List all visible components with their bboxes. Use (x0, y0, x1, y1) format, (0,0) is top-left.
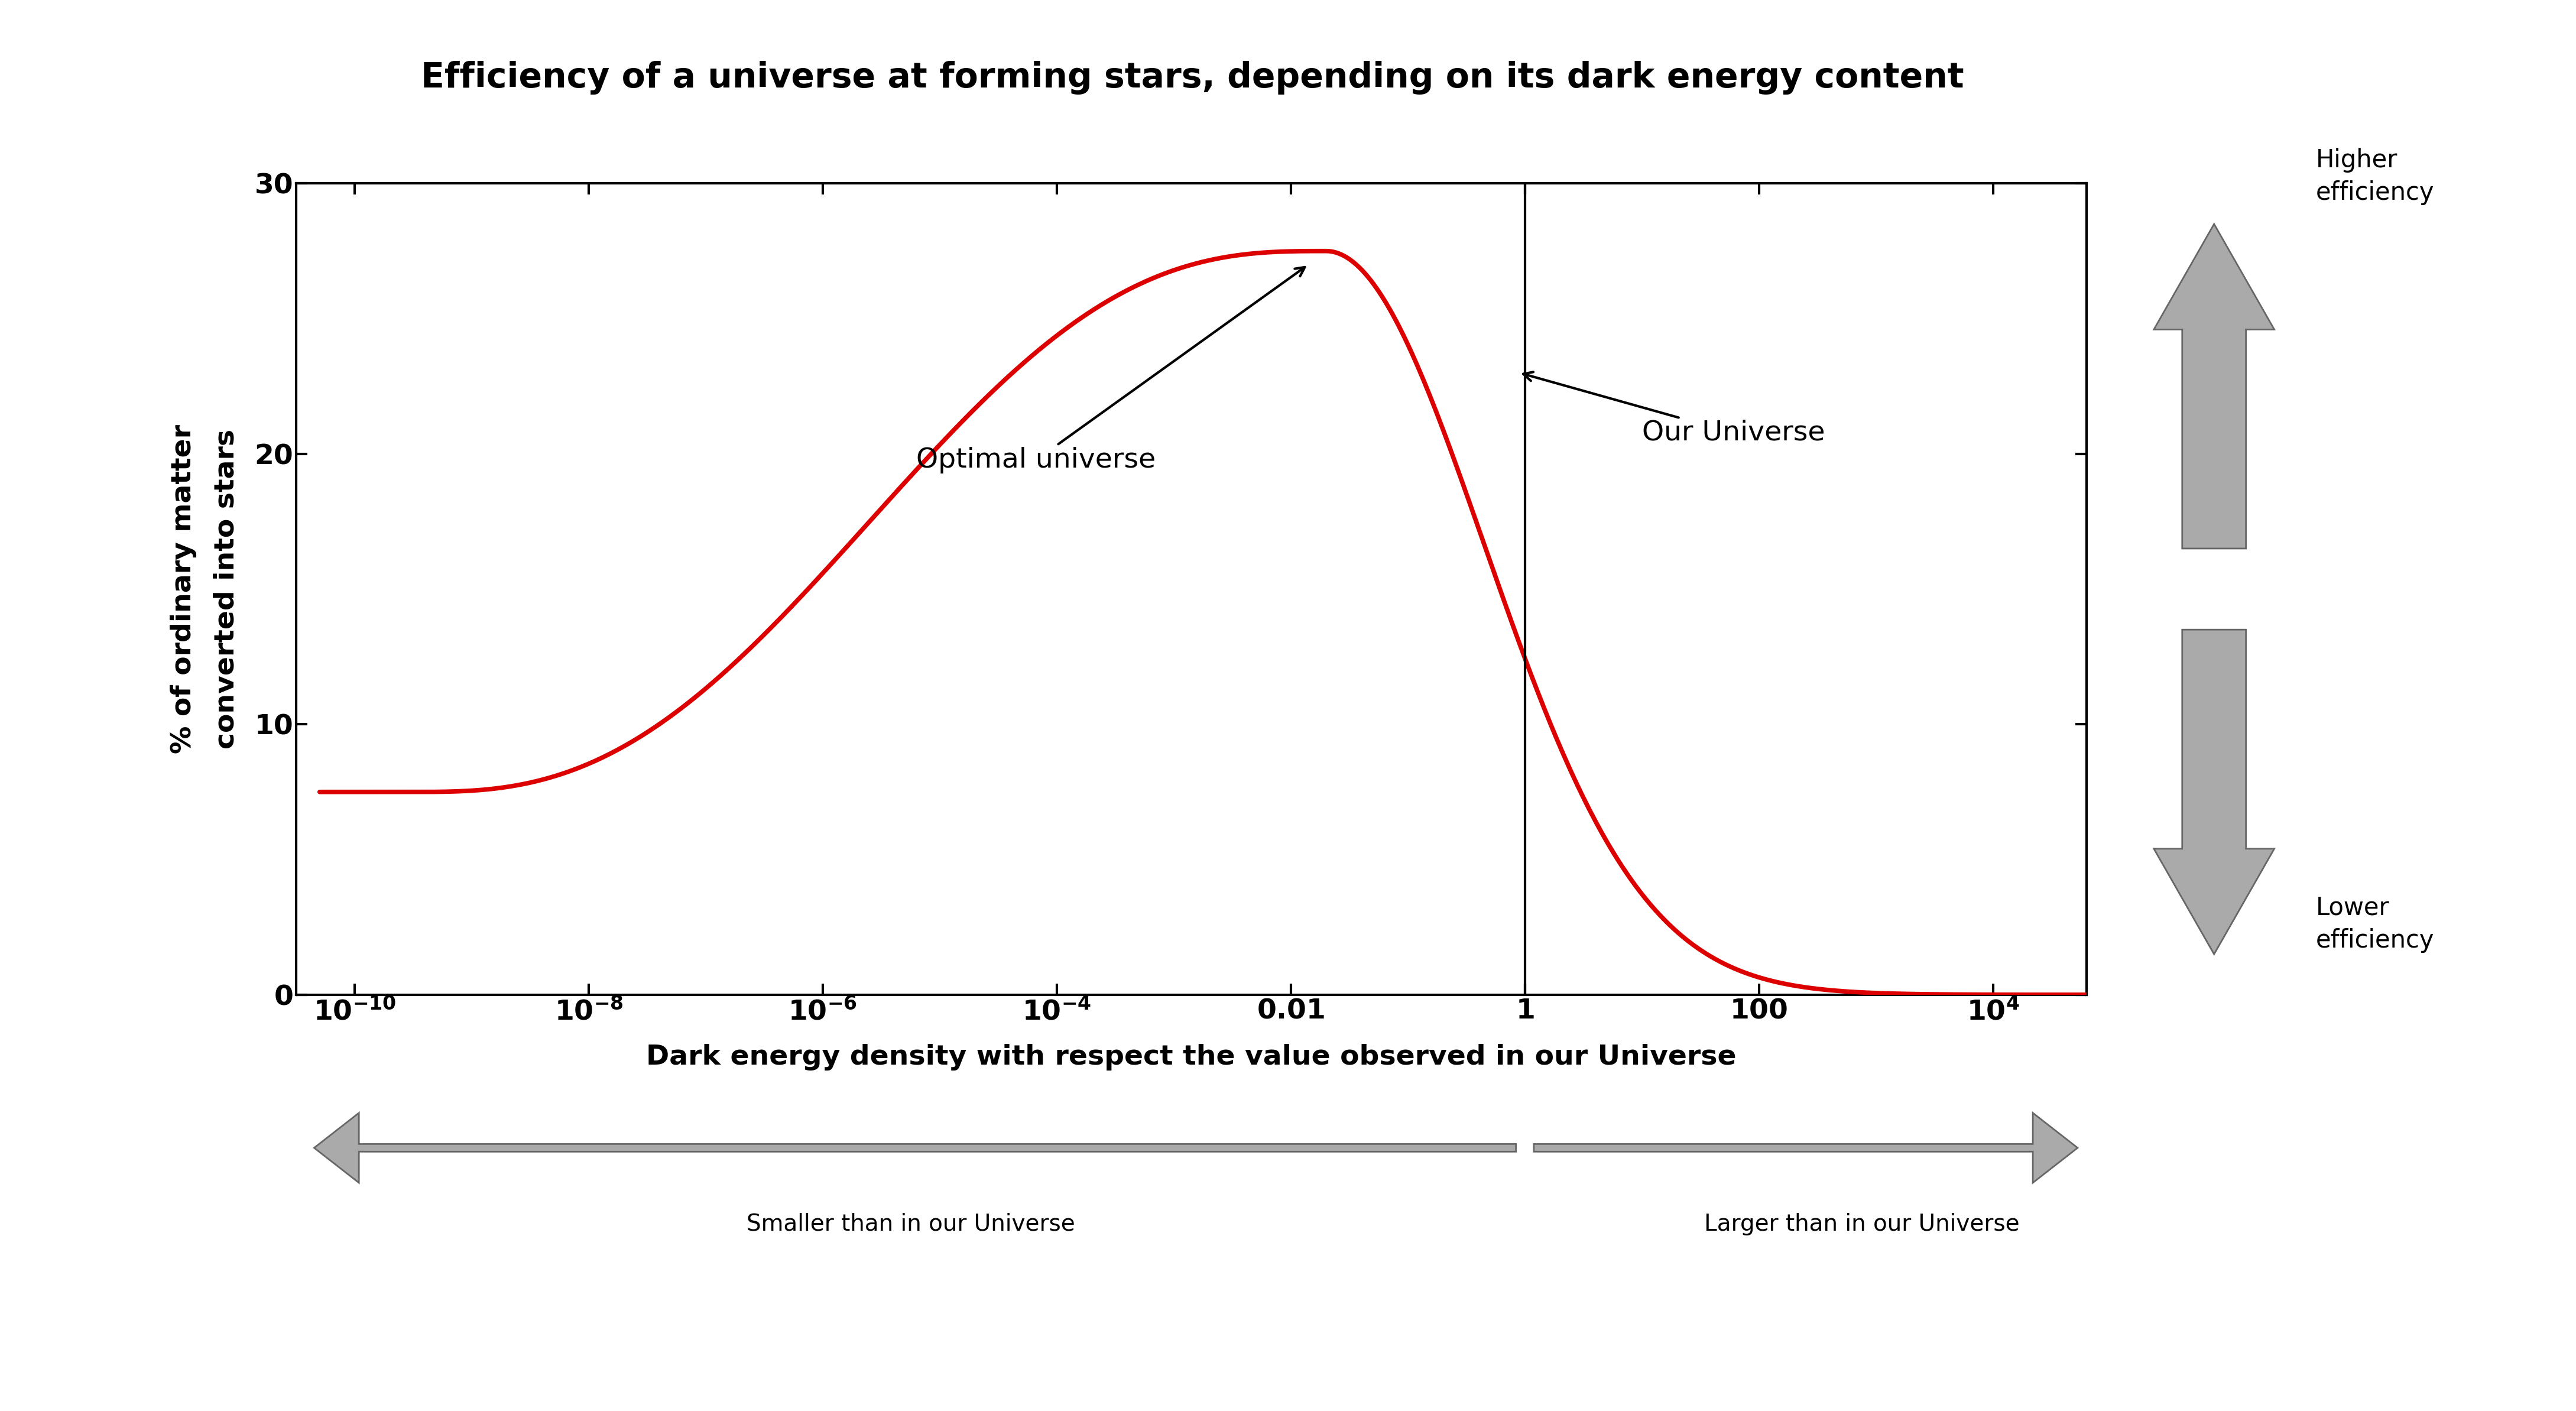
Y-axis label: % of ordinary matter
converted into stars: % of ordinary matter converted into star… (170, 425, 240, 753)
Text: Larger than in our Universe: Larger than in our Universe (1705, 1213, 2020, 1235)
FancyArrow shape (2154, 224, 2275, 549)
Text: Efficiency of a universe at forming stars, depending on its dark energy content: Efficiency of a universe at forming star… (420, 61, 1965, 95)
Text: Higher
efficiency: Higher efficiency (2316, 148, 2434, 205)
FancyArrow shape (314, 1113, 1515, 1182)
FancyArrow shape (2154, 629, 2275, 954)
Text: Optimal universe: Optimal universe (917, 267, 1306, 473)
Text: Lower
efficiency: Lower efficiency (2316, 896, 2434, 952)
FancyArrow shape (1533, 1113, 2079, 1182)
X-axis label: Dark energy density with respect the value observed in our Universe: Dark energy density with respect the val… (647, 1044, 1736, 1071)
Text: Our Universe: Our Universe (1522, 373, 1824, 446)
Text: Smaller than in our Universe: Smaller than in our Universe (747, 1213, 1074, 1235)
